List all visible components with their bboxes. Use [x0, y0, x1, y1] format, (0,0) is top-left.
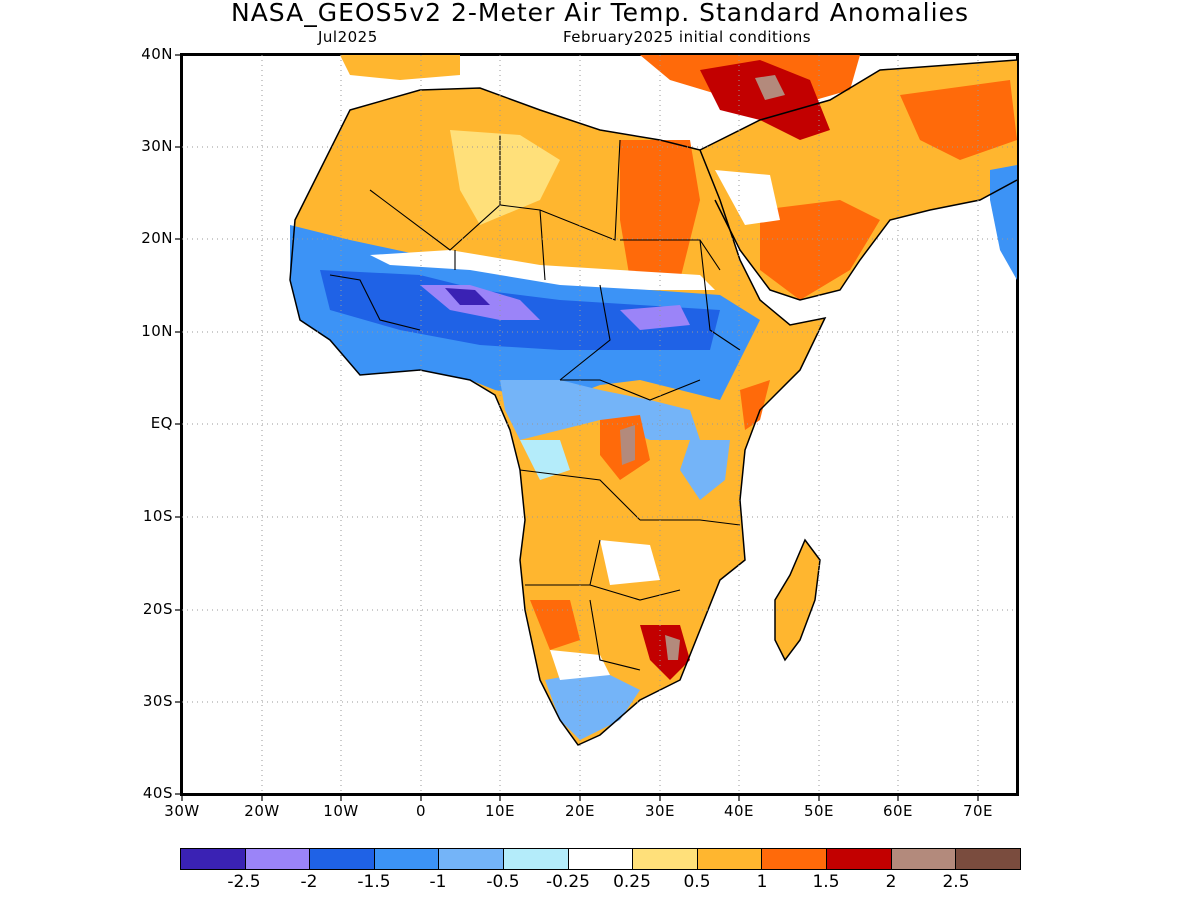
sahel-extreme	[445, 288, 490, 305]
madagascar-coast	[774, 538, 821, 662]
colorbar-label: -0.5	[486, 872, 520, 892]
init-conditions-label: February2025 initial conditions	[563, 28, 812, 46]
south-neutral	[600, 540, 660, 585]
colorbar-label: -2	[300, 872, 318, 892]
colorbar-label: 2.5	[942, 872, 970, 892]
colorbar-label: -2.5	[227, 872, 261, 892]
east-africa-cool	[680, 440, 730, 500]
colorbar-box	[245, 849, 311, 869]
colorbar-box	[891, 849, 957, 869]
colorbar-box	[310, 849, 375, 869]
colorbar-box	[827, 849, 892, 869]
colorbar-box	[568, 849, 634, 869]
horn-warm	[740, 380, 770, 430]
lon-label-30w: 30W	[164, 802, 200, 820]
colorbar-box	[956, 849, 1020, 869]
colorbar	[180, 848, 1021, 870]
colorbar-box	[181, 849, 246, 869]
lat-label-20n: 20N	[141, 229, 173, 247]
europe-strip	[340, 55, 460, 80]
colorbar-label: -1.5	[357, 872, 391, 892]
mozambique-max	[665, 635, 680, 660]
lon-label-70e: 70E	[962, 802, 994, 820]
graticule	[182, 55, 1017, 794]
iran-max	[755, 75, 785, 100]
mozambique-hot	[640, 625, 690, 680]
persia-warm	[900, 80, 1017, 160]
chart-title: NASA_GEOS5v2 2-Meter Air Temp. Standard …	[231, 0, 969, 27]
arabia-coastline	[699, 59, 1017, 301]
southafrica-cool	[545, 670, 640, 740]
lon-label-30e: 30E	[644, 802, 676, 820]
arabia-warm	[760, 200, 880, 300]
colorbar-box	[439, 849, 505, 869]
lon-label-50e: 50E	[803, 802, 835, 820]
namibia-warm	[530, 600, 580, 650]
lon-label-60e: 60E	[882, 802, 914, 820]
lon-label-20w: 20W	[244, 802, 280, 820]
colorbar-box	[374, 849, 440, 869]
madagascar	[775, 540, 820, 660]
india-coast-cool	[990, 165, 1017, 280]
lat-label-30s: 30S	[142, 692, 173, 710]
colorbar-box	[697, 849, 763, 869]
lat-label-10n: 10N	[141, 322, 173, 340]
colorbar-box	[762, 849, 828, 869]
colorbar-box	[633, 849, 698, 869]
lon-label-0: 0	[415, 802, 427, 820]
lat-label-eq: EQ	[150, 414, 173, 432]
tick-marks	[175, 54, 979, 801]
lat-label-10s: 10S	[142, 507, 173, 525]
sahara-neutral	[450, 130, 560, 225]
central-max	[620, 425, 635, 465]
lat-label-30n: 30N	[141, 137, 173, 155]
colorbar-label: -1	[429, 872, 447, 892]
congo-cool	[500, 380, 700, 440]
sahel-white-band	[370, 250, 715, 290]
lat-label-40s: 40S	[142, 784, 173, 802]
lon-label-10e: 10E	[484, 802, 516, 820]
colorbar-label: -0.25	[546, 872, 590, 892]
colorbar-label: 1.5	[812, 872, 840, 892]
congo-lightcool	[520, 440, 570, 480]
lat-label-40n: 40N	[141, 45, 173, 63]
valid-month-label: Jul2025	[318, 28, 378, 46]
lon-label-20e: 20E	[564, 802, 596, 820]
lon-label-10w: 10W	[323, 802, 359, 820]
colorbar-label: 0.25	[613, 872, 651, 892]
colorbar-label: 2	[885, 872, 897, 892]
lat-label-20s: 20S	[142, 600, 173, 618]
colorbar-label: 1	[756, 872, 768, 892]
arabia-neutral	[715, 170, 780, 225]
lon-label-40e: 40E	[723, 802, 755, 820]
colorbar-box	[504, 849, 569, 869]
sahel-coldest-2	[620, 305, 690, 330]
colorbar-label: 0.5	[683, 872, 711, 892]
